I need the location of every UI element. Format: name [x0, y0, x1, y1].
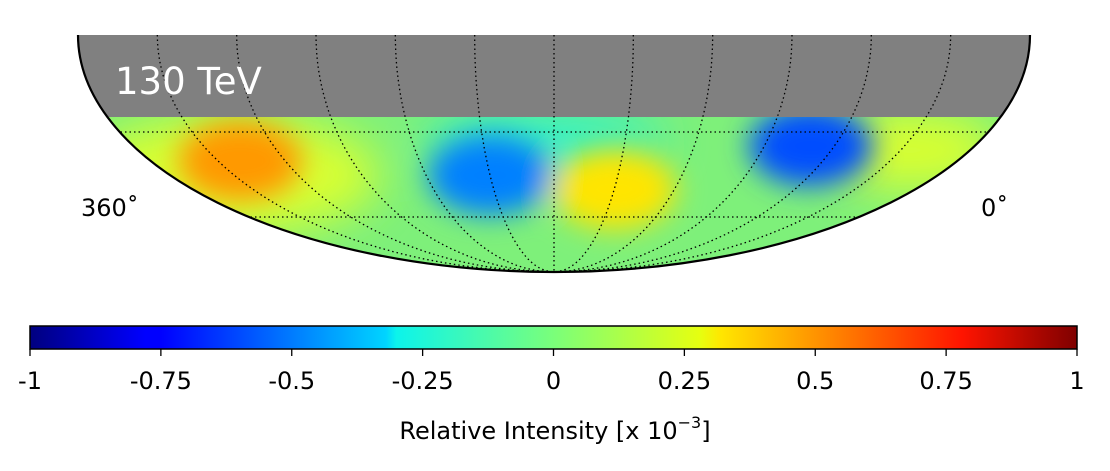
colorbar-tick-label: -0.5 — [268, 367, 315, 395]
ra-label-left: 360˚ — [81, 194, 139, 222]
intensity-feature-warm-region-left — [178, 120, 303, 201]
ra-grid-line — [394, 35, 555, 272]
colorbar-tick-label: -1 — [18, 367, 42, 395]
colorbar-label-prefix: Relative Intensity [x 10 — [399, 417, 677, 445]
colorbar-tick-label: 0 — [546, 367, 561, 395]
colorbar-tick-label: 0.75 — [919, 367, 972, 395]
ra-grid-lines — [156, 35, 952, 272]
sky-map-outline — [76, 34, 1032, 274]
colorbar-tick-label: 1 — [1069, 367, 1084, 395]
dec-grid-lines — [98, 131, 1010, 218]
colorbar-label: Relative Intensity [x 10−3] — [399, 413, 710, 445]
colorbar-tick-label: 0.5 — [796, 367, 834, 395]
energy-label: 130 TeV — [115, 60, 262, 103]
intensity-field — [78, 117, 1030, 272]
colorbar-ticks: -1 -0.75 -0.5 -0.25 0 0.25 0.5 0.75 1 — [18, 349, 1085, 395]
colorbar — [29, 325, 1078, 350]
colorbar-tick-label: 0.25 — [658, 367, 711, 395]
colorbar-label-exponent: −3 — [678, 413, 702, 432]
sky-map-content — [78, 35, 1030, 272]
colorbar-label-suffix: ] — [701, 417, 710, 445]
intensity-feature-warm-region-center — [552, 149, 677, 230]
colorbar-tick-label: -0.25 — [392, 367, 454, 395]
ra-label-right: 0˚ — [981, 194, 1008, 222]
ra-grid-line — [553, 35, 714, 272]
colorbar-tick-label: -0.75 — [130, 367, 192, 395]
intensity-feature-cold-region-right — [749, 117, 873, 186]
intensity-feature-cold-region-center — [428, 135, 553, 216]
